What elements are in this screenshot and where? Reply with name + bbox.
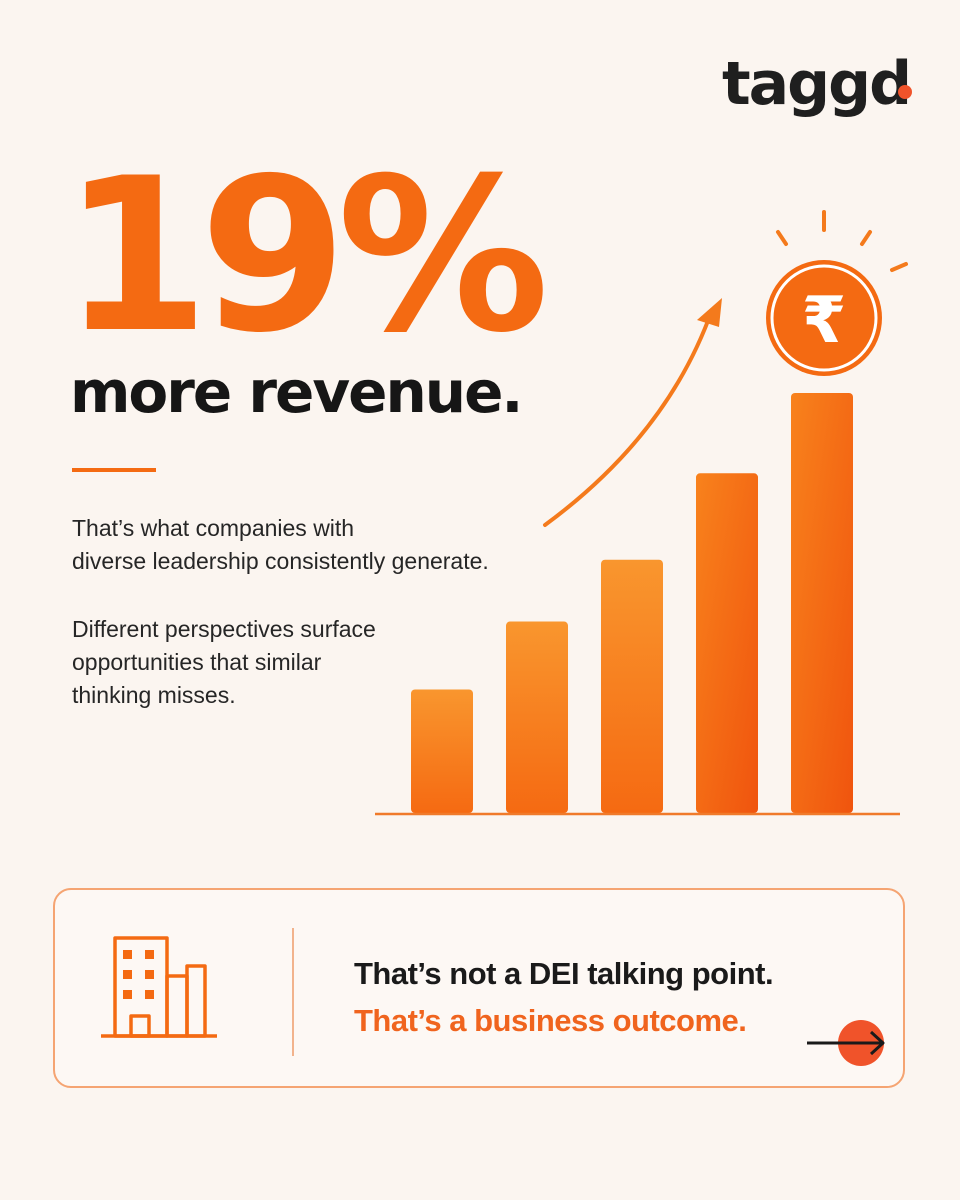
accent-divider (72, 468, 156, 472)
chart-bar-2 (506, 621, 568, 813)
upward-trend-arrow-icon (543, 298, 722, 527)
chart-bar-4 (696, 473, 758, 813)
card-divider (292, 928, 294, 1056)
paragraph-2-line-3: thinking misses. (72, 682, 236, 708)
paragraph-2-line-2: opportunities that similar (72, 649, 322, 675)
logo-dot-icon (898, 85, 912, 99)
callout-line-2: That’s a business outcome. (354, 1003, 747, 1038)
revenue-bar-chart: ₹ (375, 210, 908, 816)
hero-stat: 19% (62, 132, 549, 379)
brand-logo: taggd (722, 49, 912, 119)
paragraph-1-line-2: diverse leadership consistently generate… (72, 548, 489, 574)
chart-bar-5 (791, 393, 853, 813)
paragraph-1: That’s what companies with diverse leade… (72, 512, 489, 578)
chart-bar-3 (601, 559, 663, 813)
callout-line-1: That’s not a DEI talking point. (354, 956, 774, 991)
paragraph-2: Different perspectives surface opportuni… (72, 613, 376, 712)
chart-bar-1 (411, 689, 473, 813)
arrow-right-circle-icon[interactable] (805, 1018, 895, 1068)
paragraph-1-line-1: That’s what companies with (72, 515, 355, 541)
paragraph-2-line-1: Different perspectives surface (72, 616, 376, 642)
building-icon (101, 936, 217, 1038)
rupee-coin-icon: ₹ (766, 210, 908, 376)
chart-bars (411, 393, 853, 813)
hero-headline: more revenue. (70, 358, 523, 426)
callout-card: That’s not a DEI talking point. That’s a… (53, 888, 905, 1088)
svg-text:₹: ₹ (802, 284, 847, 358)
